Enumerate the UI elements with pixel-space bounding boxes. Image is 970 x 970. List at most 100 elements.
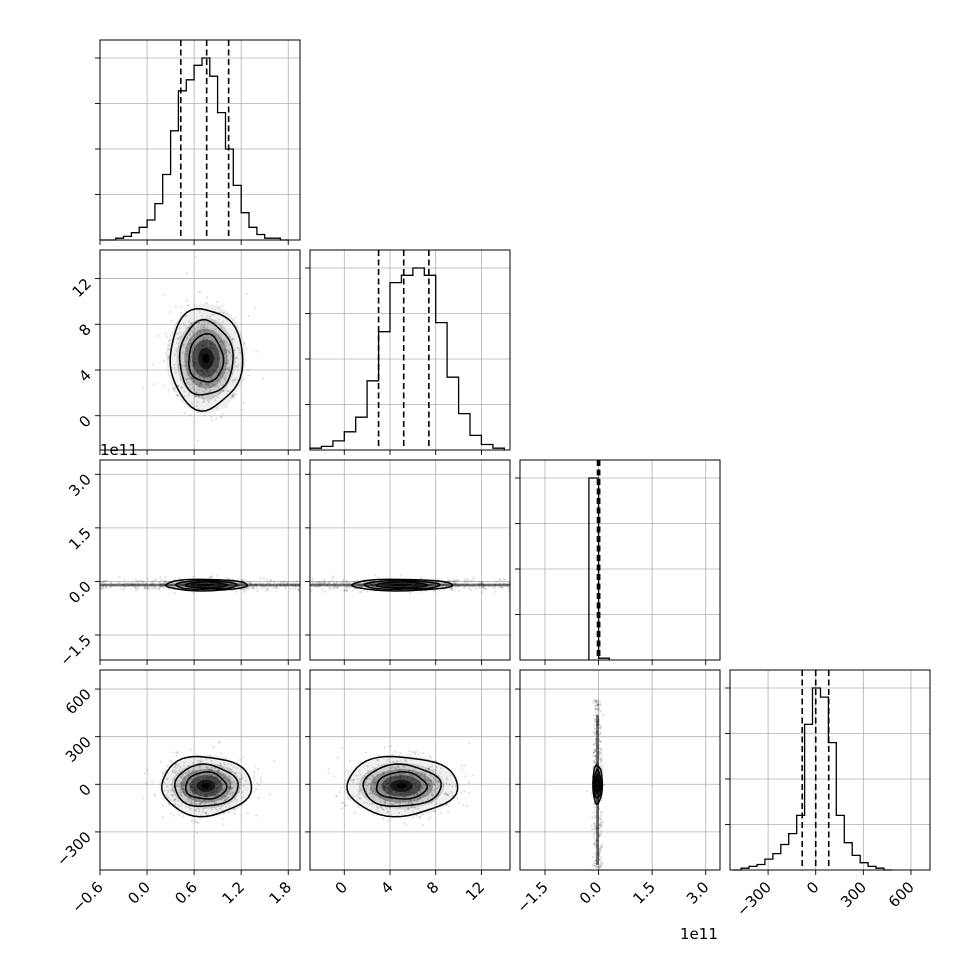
scatter-point bbox=[181, 386, 184, 389]
scatter-point bbox=[594, 815, 597, 818]
scatter-point bbox=[431, 768, 435, 771]
scatter-point bbox=[162, 359, 165, 362]
scatter-point bbox=[451, 589, 454, 592]
scatter-point bbox=[417, 788, 420, 791]
scatter-point bbox=[433, 810, 437, 813]
scatter-point bbox=[193, 809, 196, 812]
scatter-point bbox=[217, 386, 220, 390]
scatter-point bbox=[190, 783, 193, 786]
scatter-point bbox=[164, 576, 167, 579]
scatter-point bbox=[189, 359, 192, 362]
scatter-point bbox=[371, 801, 374, 805]
scatter-point bbox=[164, 580, 167, 583]
scatter-point bbox=[428, 784, 431, 787]
scatter-point bbox=[210, 397, 213, 400]
scatter-point bbox=[254, 307, 257, 310]
scatter-point bbox=[407, 801, 411, 804]
scatter-point bbox=[598, 733, 601, 737]
scatter-point bbox=[601, 862, 604, 865]
contour-0-1-2 bbox=[169, 308, 244, 412]
scatter-point bbox=[409, 791, 412, 794]
scatter-point bbox=[168, 310, 171, 314]
scatter-point bbox=[192, 344, 196, 347]
scatter-point bbox=[204, 369, 207, 372]
scatter-point bbox=[354, 811, 357, 815]
scatter-point bbox=[234, 795, 237, 798]
scatter-point bbox=[480, 586, 483, 589]
scatter-point bbox=[222, 389, 225, 392]
scatter-point bbox=[451, 785, 454, 788]
scatter-point bbox=[194, 788, 197, 792]
scatter-point bbox=[249, 581, 252, 584]
scatter-point bbox=[137, 581, 140, 585]
scatter-point bbox=[197, 765, 200, 768]
scatter-point bbox=[387, 782, 390, 785]
scatter-point bbox=[303, 582, 305, 584]
scatter-point bbox=[224, 351, 227, 354]
scatter-point bbox=[374, 776, 377, 779]
scatter-point bbox=[207, 577, 211, 580]
scatter-point bbox=[216, 793, 219, 797]
scatter-point bbox=[202, 320, 205, 323]
scatter-point bbox=[401, 791, 404, 795]
scatter-point bbox=[211, 347, 214, 350]
scatter-point bbox=[211, 342, 214, 345]
scatter-point bbox=[210, 346, 213, 349]
scatter-point bbox=[344, 804, 347, 807]
scatter-point bbox=[593, 802, 596, 806]
scatter-point bbox=[191, 778, 194, 781]
scatter-point bbox=[102, 587, 105, 590]
scatter-point bbox=[399, 801, 402, 805]
scatter-point bbox=[182, 323, 185, 326]
scatter-point bbox=[416, 793, 419, 796]
scatter-point bbox=[194, 791, 198, 795]
scatter-point bbox=[430, 779, 433, 782]
scatter-point bbox=[597, 712, 600, 715]
scatter-point bbox=[223, 794, 226, 797]
scatter-point bbox=[247, 368, 250, 371]
scatter-point bbox=[466, 579, 469, 582]
scatter-point bbox=[208, 794, 212, 797]
scatter-point bbox=[388, 782, 391, 785]
scatter-point bbox=[387, 819, 390, 823]
scatter-point bbox=[211, 800, 214, 803]
scatter-point bbox=[192, 591, 195, 595]
scatter-point bbox=[193, 380, 196, 383]
scatter-point bbox=[225, 779, 228, 782]
scatter-point bbox=[208, 398, 211, 401]
scatter-point bbox=[386, 811, 389, 814]
scatter-point bbox=[213, 343, 216, 346]
scatter-point bbox=[184, 346, 187, 349]
scatter-point bbox=[306, 583, 308, 585]
scatter-point bbox=[179, 804, 182, 807]
scatter-point bbox=[213, 794, 216, 797]
scatter-point bbox=[197, 388, 200, 391]
scatter-point bbox=[220, 333, 223, 336]
scatter-point bbox=[188, 770, 191, 773]
scatter-point bbox=[185, 364, 188, 367]
scatter-point bbox=[178, 336, 181, 339]
scatter-point bbox=[214, 353, 217, 356]
scatter-point bbox=[202, 343, 206, 346]
scatter-point bbox=[188, 795, 191, 799]
scatter-point bbox=[186, 381, 190, 384]
scatter-point bbox=[369, 787, 372, 790]
scatter-point bbox=[207, 321, 210, 324]
scatter-point bbox=[206, 370, 209, 373]
scatter-point bbox=[372, 775, 375, 778]
scatter-point bbox=[376, 809, 379, 812]
scatter-point bbox=[187, 320, 190, 323]
scatter-point bbox=[183, 761, 186, 764]
scatter-point bbox=[260, 781, 263, 784]
scatter-point bbox=[203, 326, 207, 329]
scatter-point bbox=[428, 785, 431, 788]
scatter-point bbox=[224, 348, 227, 351]
scatter-point bbox=[216, 384, 219, 387]
scatter-point bbox=[480, 580, 483, 583]
scatter-point bbox=[372, 775, 375, 778]
scatter-point bbox=[207, 383, 210, 386]
scatter-point bbox=[165, 794, 168, 797]
scatter-point bbox=[214, 794, 217, 797]
scatter-point bbox=[379, 786, 382, 790]
scatter-point bbox=[378, 794, 381, 798]
